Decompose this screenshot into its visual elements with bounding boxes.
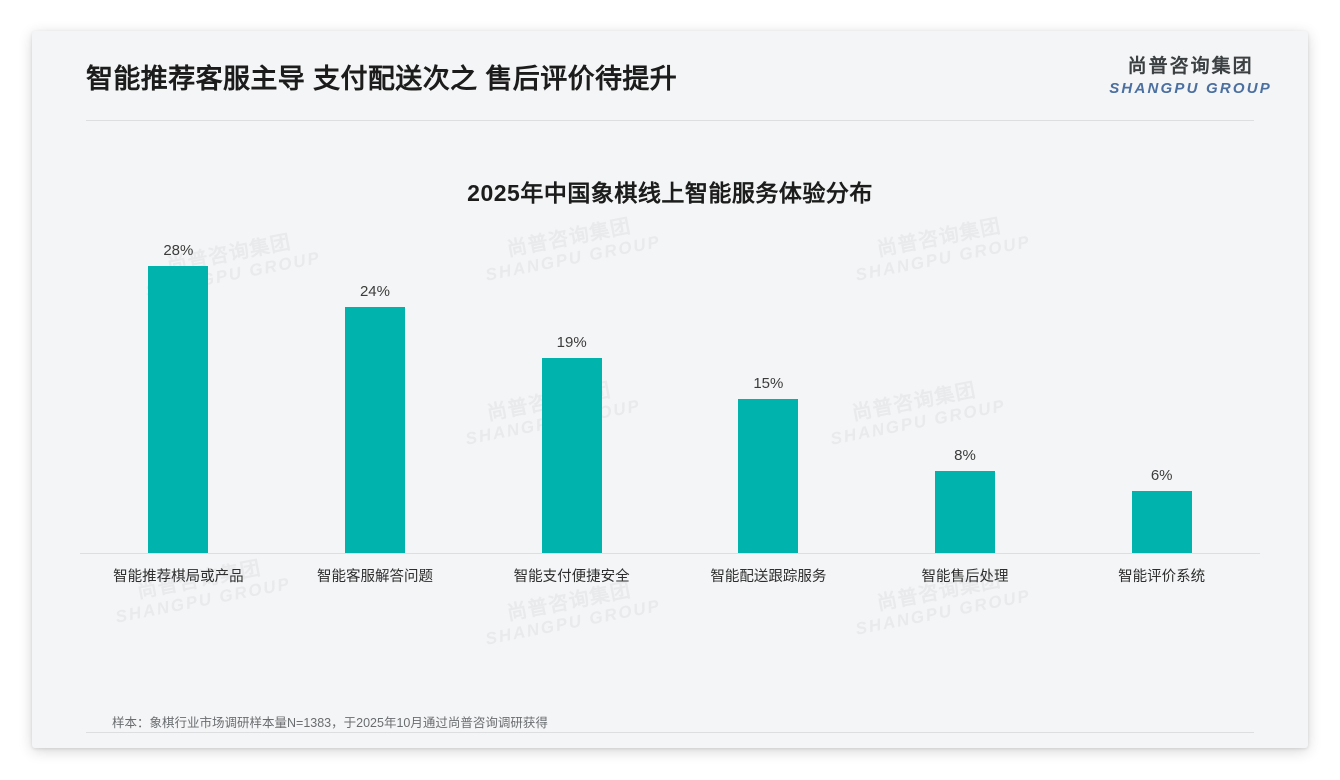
- bar[interactable]: [344, 306, 405, 553]
- bar[interactable]: [738, 399, 799, 553]
- bar-slot: 6%: [1063, 245, 1260, 553]
- page-title: 智能推荐客服主导 支付配送次之 售后评价待提升: [86, 64, 678, 94]
- bar-value-label: 24%: [359, 282, 390, 300]
- slide-footer: ©2025.12 SHANGPU GROUP www.shangpu-china…: [32, 737, 1308, 748]
- category-label: 智能推荐棋局或产品: [113, 569, 244, 585]
- brand-logo: 尚普咨询集团 SHANGPU GROUP: [1109, 57, 1272, 96]
- bar[interactable]: [934, 470, 995, 553]
- bar-slot: 24%: [277, 245, 474, 553]
- bar-slot: 8%: [867, 245, 1064, 553]
- watermark-en-text: SHANGPU GROUP: [483, 596, 663, 650]
- bar-slot: 28%: [80, 241, 277, 553]
- bar[interactable]: [541, 357, 602, 553]
- bar-value-label: 6%: [1150, 467, 1173, 485]
- category-label: 智能客服解答问题: [316, 569, 433, 585]
- bar-chart-plot-area: 28% 24% 19% 15% 8% 6%: [80, 241, 1260, 553]
- header-divider: [86, 120, 1254, 121]
- slide-header: 智能推荐客服主导 支付配送次之 售后评价待提升 尚普咨询集团 SHANGPU G…: [32, 31, 1308, 120]
- category-label: 智能配送跟踪服务: [710, 569, 827, 585]
- chart-footnote: 样本：象棋行业市场调研样本量N=1383，于2025年10月通过尚普咨询调研获得: [112, 716, 548, 730]
- bar[interactable]: [148, 265, 209, 553]
- bar-value-label: 28%: [163, 241, 194, 259]
- bar-slot: 19%: [473, 245, 670, 553]
- chart-title: 2025年中国象棋线上智能服务体验分布: [467, 180, 873, 206]
- bar-slot: 15%: [670, 245, 867, 553]
- logo-english-text: SHANGPU GROUP: [1109, 80, 1272, 97]
- footer-divider: [86, 732, 1254, 733]
- category-label: 智能支付便捷安全: [513, 569, 630, 585]
- x-axis-category-labels: 智能推荐棋局或产品 智能客服解答问题 智能支付便捷安全 智能配送跟踪服务 智能售后处理 智…: [80, 565, 1260, 595]
- bar-value-label: 8%: [954, 446, 976, 464]
- bar[interactable]: [1131, 491, 1192, 553]
- slide-card: 尚普咨询集团 SHANGPU GROUP 尚普咨询集团 SHANGPU GROU…: [32, 31, 1308, 748]
- x-axis-line: [80, 553, 1260, 554]
- logo-chinese-text: 尚普咨询集团: [1127, 56, 1254, 77]
- category-label: 智能评价系统: [1118, 569, 1206, 585]
- bar-value-label: 19%: [556, 333, 587, 351]
- bar-value-label: 15%: [753, 375, 784, 392]
- category-label: 智能售后处理: [921, 569, 1009, 585]
